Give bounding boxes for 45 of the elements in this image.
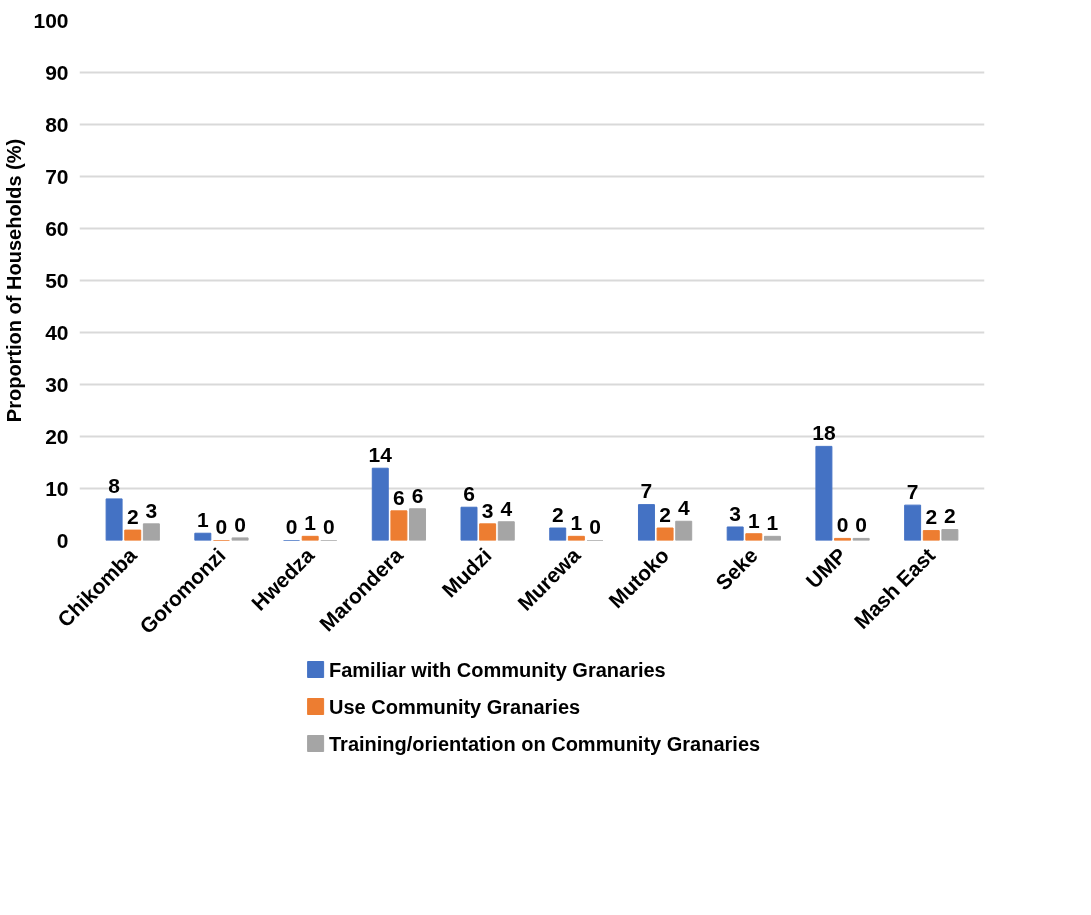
y-tick-label: 100 [33, 8, 69, 32]
y-axis-title: Proportion of Households (%) [3, 138, 26, 423]
y-tick-label: 20 [45, 424, 69, 448]
data-label: 0 [855, 513, 868, 537]
data-label: 2 [944, 504, 956, 528]
y-tick-label: 60 [45, 216, 69, 240]
y-tick-label: 50 [45, 268, 69, 292]
y-tick-label: 80 [45, 112, 69, 136]
data-label: 3 [145, 498, 158, 522]
data-label: 18 [812, 421, 836, 445]
data-label: 0 [215, 515, 228, 539]
data-label: 4 [500, 496, 513, 520]
data-label: 2 [126, 504, 139, 528]
data-label: 0 [285, 515, 298, 539]
data-label: 6 [463, 481, 475, 505]
data-label: 8 [108, 473, 121, 497]
data-label: 14 [368, 442, 393, 466]
y-tick-label: 40 [45, 320, 69, 344]
data-label: 3 [729, 501, 742, 525]
y-tick-label: 70 [45, 164, 69, 188]
data-label: 2 [659, 502, 671, 526]
data-label: 7 [906, 479, 919, 503]
data-label: 1 [570, 511, 583, 535]
data-label: 3 [481, 498, 494, 522]
y-tick-label: 90 [45, 60, 69, 84]
data-label: 6 [411, 483, 424, 507]
legend-label: Training/orientation on Community Granaries [328, 732, 761, 755]
data-label: 1 [766, 511, 779, 535]
data-label: 0 [322, 515, 335, 539]
data-label: 4 [677, 496, 690, 520]
data-label: 1 [196, 507, 209, 531]
data-label: 7 [640, 479, 653, 503]
y-tick-label: 30 [45, 372, 69, 396]
data-label: 0 [836, 513, 849, 537]
y-tick-label: 10 [45, 476, 69, 500]
data-label: 0 [589, 515, 601, 539]
data-label: 1 [747, 508, 760, 532]
y-tick-label: 0 [56, 528, 69, 552]
legend-label: Familiar with Community Granaries [328, 658, 666, 681]
data-label: 1 [304, 511, 317, 535]
data-label: 0 [234, 512, 246, 536]
legend-label: Use Community Granaries [328, 695, 581, 718]
data-label: 6 [393, 485, 405, 509]
data-label: 2 [551, 502, 564, 526]
data-label: 2 [925, 505, 938, 529]
